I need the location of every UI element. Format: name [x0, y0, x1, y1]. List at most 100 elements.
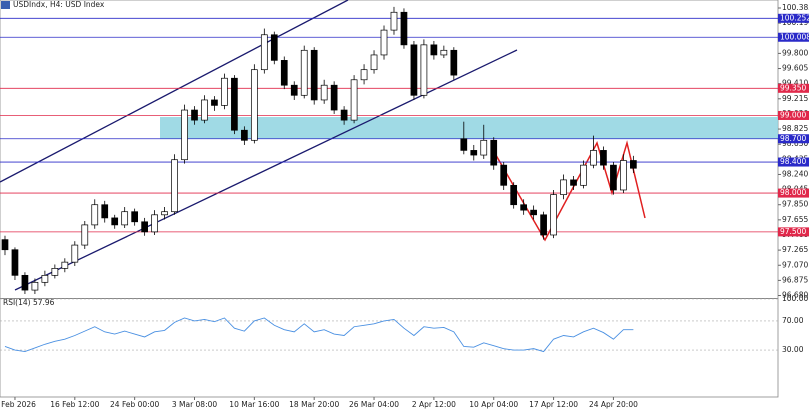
candle-body	[161, 211, 168, 216]
level-label: 99.000	[780, 110, 806, 119]
level-tag	[778, 13, 809, 23]
candle-body	[101, 204, 109, 219]
candle-body	[21, 274, 29, 291]
x-tick-label: 10 Mar 16:00	[229, 400, 279, 409]
candle-body	[71, 244, 79, 263]
candle-body	[61, 261, 69, 269]
symbol-icon	[1, 1, 10, 9]
candle-body	[330, 84, 338, 111]
rsi-tick-label: 30.00	[782, 345, 804, 354]
zone-box	[160, 117, 778, 139]
chart-title: USDIndx, H4: USD Index	[13, 0, 105, 9]
x-tick-label: 18 Mar 20:00	[289, 400, 339, 409]
y-tick-label: 97.850	[782, 200, 808, 209]
candle-body	[410, 44, 418, 96]
candle-body	[231, 77, 238, 131]
y-tick-label: 97.265	[782, 245, 808, 254]
y-tick-label: 99.215	[782, 94, 808, 103]
plot-frame	[0, 0, 779, 398]
candle-body	[121, 211, 129, 226]
candle-body	[470, 150, 478, 156]
rsi-tick-label: 100.00	[782, 294, 808, 303]
candle-body	[51, 268, 59, 276]
channel-upper	[0, 0, 349, 183]
level-tag	[778, 157, 809, 167]
level-tag	[778, 188, 809, 198]
candle-body	[360, 69, 368, 81]
candle-body	[320, 84, 328, 101]
y-tick-label: 100.385	[782, 3, 809, 12]
y-tick-label: 99.410	[782, 79, 808, 88]
level-tag	[778, 110, 809, 120]
candle-body	[390, 11, 398, 31]
candle-body	[141, 221, 148, 233]
candle-body	[550, 194, 557, 236]
x-tick-label: 3 Feb 2026	[0, 400, 36, 409]
candle-body	[630, 160, 637, 169]
candle-body	[400, 11, 408, 46]
candle-body	[530, 209, 537, 216]
candle-body	[151, 214, 158, 233]
level-tag	[778, 32, 809, 42]
candle-body	[11, 249, 19, 276]
candle-body	[440, 49, 448, 56]
candle-body	[111, 217, 119, 226]
candle-body	[570, 179, 577, 186]
y-tick-label: 98.825	[782, 124, 808, 133]
x-tick-label: 3 Mar 08:00	[172, 400, 218, 409]
level-label: 100.252	[780, 13, 809, 22]
x-tick-label: 16 Feb 12:00	[50, 400, 99, 409]
level-tag	[778, 83, 809, 93]
candle-body	[41, 274, 49, 283]
level-tag	[778, 134, 809, 144]
candle-body	[340, 109, 348, 121]
level-label: 98.400	[780, 157, 806, 166]
level-label: 98.700	[780, 134, 806, 143]
x-tick-label: 24 Apr 20:00	[589, 400, 638, 409]
candle-body	[600, 150, 607, 166]
x-tick-label: 17 Apr 12:00	[529, 400, 578, 409]
candle-body	[420, 44, 428, 96]
candle-body	[480, 139, 488, 156]
candle-body	[270, 34, 278, 61]
candle-body	[241, 129, 248, 141]
y-tick-label: 99.800	[782, 48, 808, 57]
candle-body	[350, 79, 358, 121]
candle-body	[300, 49, 308, 96]
x-tick-label: 24 Feb 00:00	[110, 400, 159, 409]
level-label: 97.500	[780, 227, 806, 236]
channel-lower	[14, 49, 518, 291]
candle-body	[1, 239, 9, 251]
candle-body	[590, 150, 597, 166]
level-label: 100.008	[780, 32, 809, 41]
candle-body	[221, 77, 228, 106]
candle-body	[430, 44, 438, 56]
candle-body	[131, 211, 139, 223]
candle-body	[610, 164, 617, 191]
candle-body	[191, 109, 198, 121]
y-tick-label: 98.630	[782, 139, 808, 148]
candle-body	[370, 54, 378, 71]
candle-body	[181, 109, 188, 161]
x-tick-label: 2 Apr 12:00	[412, 400, 456, 409]
pattern-line	[492, 140, 646, 242]
y-tick-label: 97.655	[782, 215, 808, 224]
candle-body	[290, 84, 298, 96]
candle-body	[250, 69, 258, 141]
candle-body	[380, 29, 388, 56]
y-tick-label: 96.875	[782, 275, 808, 284]
rsi-tick-label: 70.00	[782, 316, 804, 325]
level-label: 99.350	[780, 83, 806, 92]
level-label: 98.000	[780, 188, 806, 197]
candle-body	[620, 160, 627, 191]
candle-body	[460, 138, 468, 151]
candle-body	[280, 60, 288, 86]
candle-body	[500, 164, 508, 186]
level-tag	[778, 227, 809, 237]
candle-body	[490, 139, 498, 166]
candle-body	[510, 184, 518, 206]
y-tick-label: 99.605	[782, 64, 808, 73]
y-tick-label: 96.680	[782, 291, 808, 300]
rsi-label: RSI(14) 57.96	[3, 298, 55, 307]
candle-body	[81, 224, 89, 246]
